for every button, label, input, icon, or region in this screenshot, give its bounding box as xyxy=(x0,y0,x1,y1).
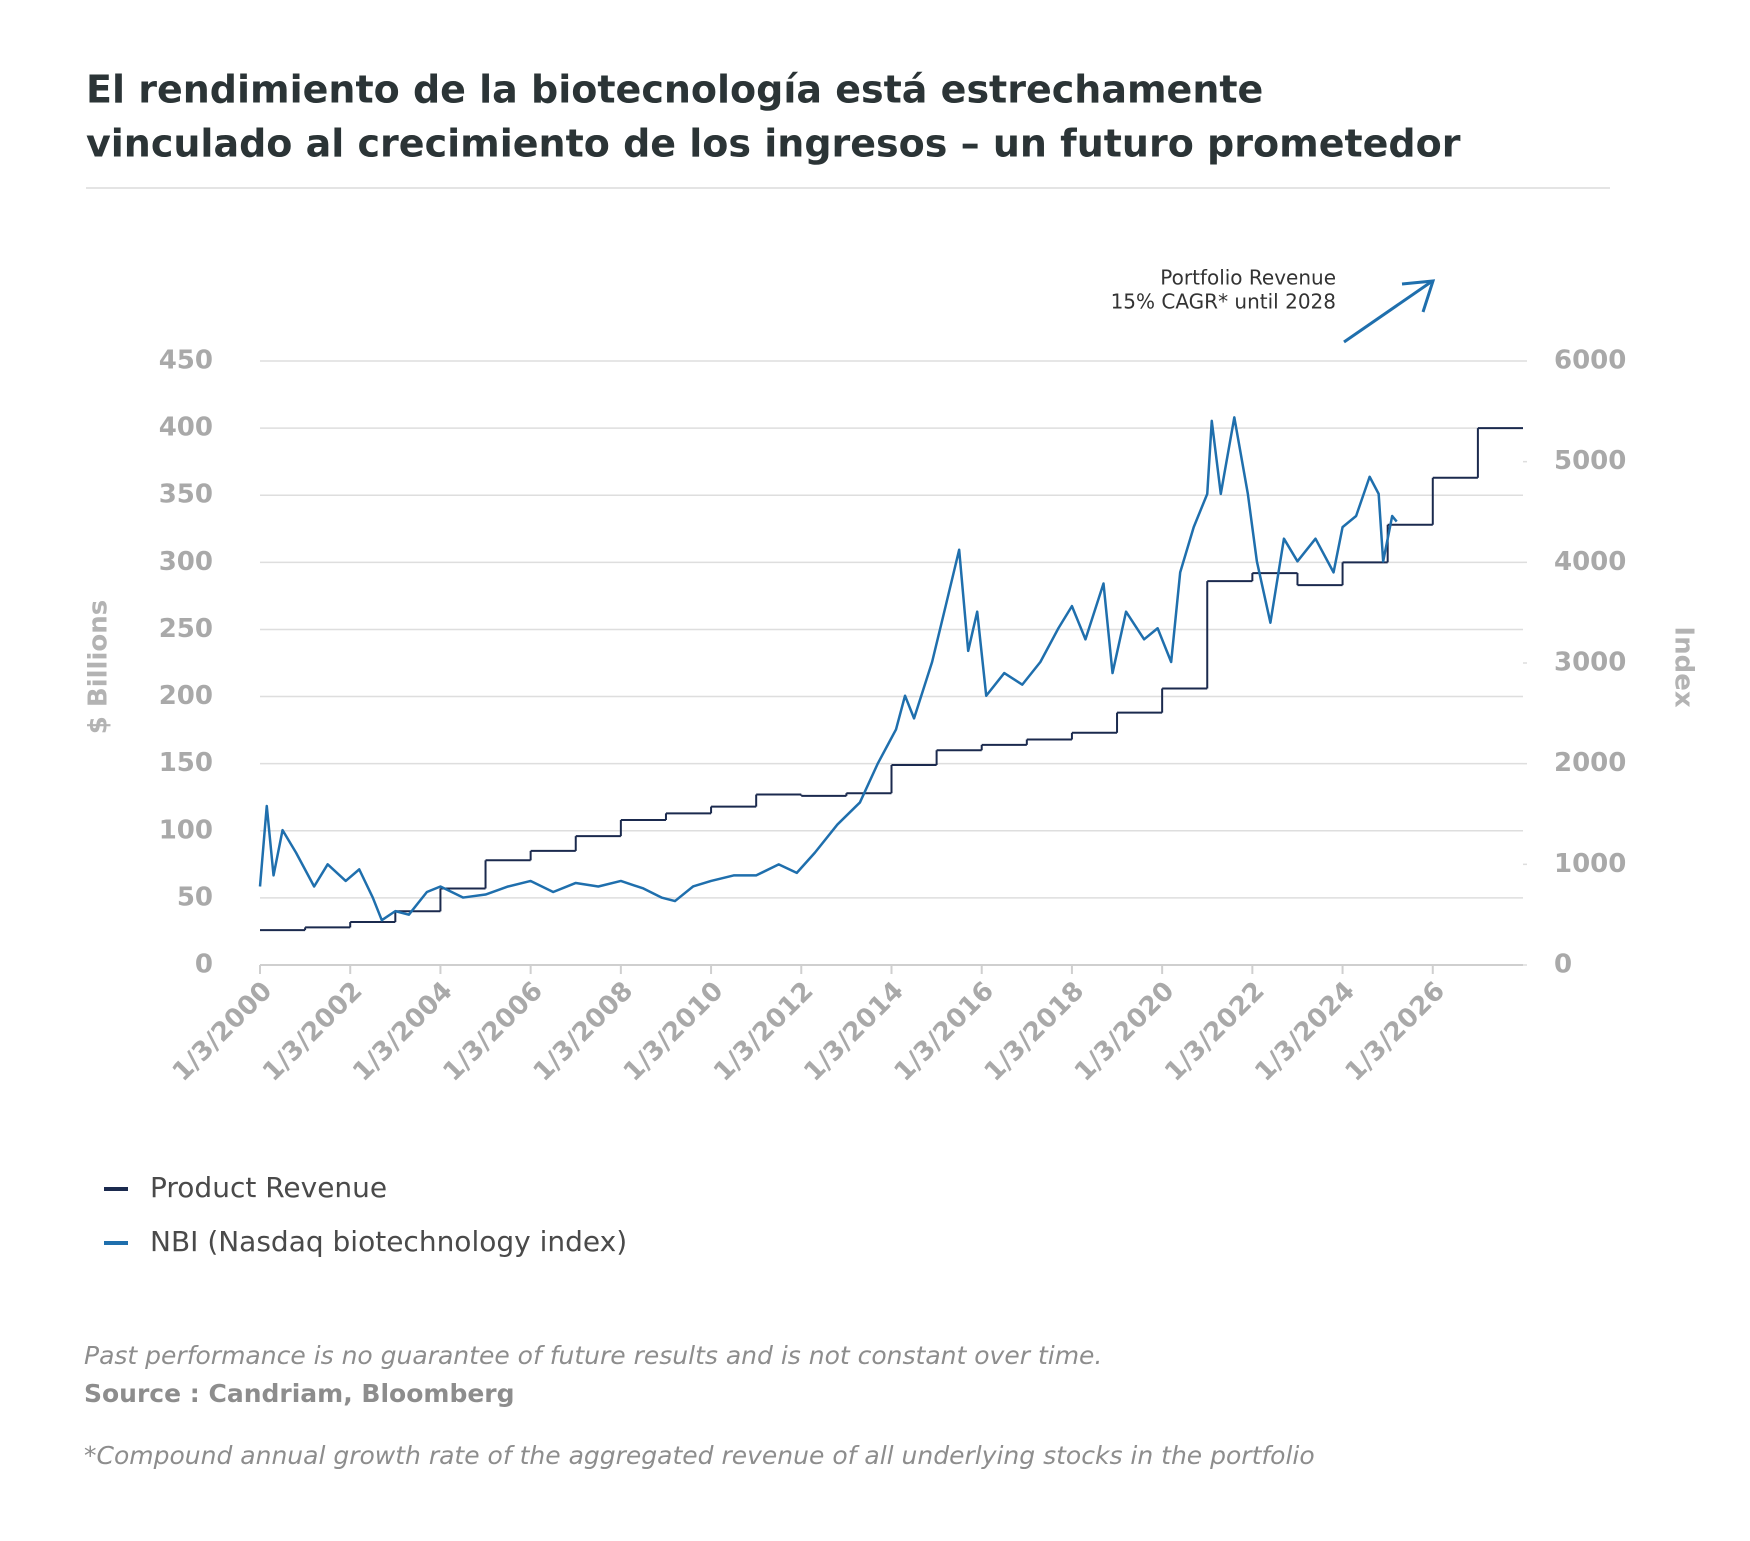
y-tick-label: 100 xyxy=(159,815,213,845)
legend-label: NBI (Nasdaq biotechnology index) xyxy=(150,1225,627,1258)
chart-title: El rendimiento de la biotecnología está … xyxy=(86,68,1263,112)
annotation-arrow-head xyxy=(1401,279,1436,313)
y-tick-label: 250 xyxy=(159,614,213,644)
chart-title: vinculado al crecimiento de los ingresos… xyxy=(86,122,1461,166)
footnote: *Compound annual growth rate of the aggr… xyxy=(84,1441,1315,1470)
y2-tick-label: 5000 xyxy=(1554,446,1626,476)
annotation: 15% CAGR* until 2028 xyxy=(1111,290,1336,314)
y2-axis-label: Index xyxy=(1669,626,1699,707)
y-tick-label: 200 xyxy=(159,681,213,711)
y2-tick-label: 6000 xyxy=(1554,346,1626,376)
y-tick-label: 150 xyxy=(159,748,213,778)
annotation: Portfolio Revenue xyxy=(1160,266,1336,290)
y2-tick-label: 4000 xyxy=(1554,547,1626,577)
disclaimer: Past performance is no guarantee of futu… xyxy=(84,1341,1102,1370)
y-tick-label: 450 xyxy=(159,346,213,376)
y-axis-label: $ Billions xyxy=(84,600,114,734)
legend-label: Product Revenue xyxy=(150,1171,387,1204)
y-tick-label: 350 xyxy=(159,480,213,510)
series-line xyxy=(258,416,1398,922)
x-tick-label: 1/3/2026 xyxy=(1340,976,1451,1087)
y-tick-label: 0 xyxy=(195,950,213,980)
y-tick-label: 400 xyxy=(159,413,213,443)
y2-tick-label: 1000 xyxy=(1554,849,1626,879)
y2-tick-label: 0 xyxy=(1554,950,1572,980)
y-tick-label: 50 xyxy=(177,882,213,912)
source: Source : Candriam, Bloomberg xyxy=(84,1379,515,1408)
annotation-arrow xyxy=(1343,280,1432,344)
y2-tick-label: 2000 xyxy=(1554,748,1626,778)
y2-tick-label: 3000 xyxy=(1554,648,1626,678)
y-tick-label: 300 xyxy=(159,547,213,577)
